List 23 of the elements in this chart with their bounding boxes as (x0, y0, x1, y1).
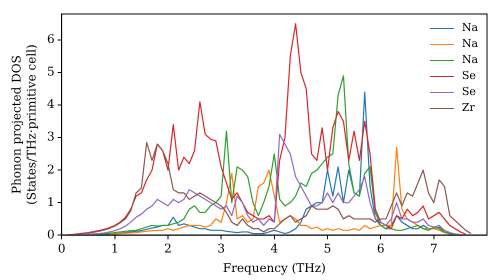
x-tick-label: 3 (217, 242, 225, 256)
legend-label: Zr (462, 100, 475, 116)
legend-label: Se (462, 84, 476, 100)
legend-label: Na (462, 52, 478, 68)
legend-label: Na (462, 36, 478, 52)
y-tick-label: 3 (46, 130, 55, 144)
x-tick-label: 1 (110, 242, 119, 256)
x-tick-label: 0 (58, 242, 66, 256)
x-tick-label: 5 (324, 242, 332, 256)
y-axis-title: Phonon projected DOS (States/THz·primitive cell) (10, 44, 39, 205)
x-tick-label: 7 (430, 242, 438, 256)
y-tick-label: 0 (46, 227, 55, 242)
x-tick-label: 6 (376, 242, 384, 256)
y-tick-label: 4 (46, 97, 55, 112)
y-tick-label: 1 (46, 194, 55, 209)
y-tick-label: 5 (46, 64, 55, 79)
y-tick-label: 2 (46, 162, 55, 176)
x-axis-title: Frequency (THz) (222, 260, 326, 275)
x-tick-label: 2 (164, 242, 172, 256)
x-tick-label: 4 (270, 242, 278, 256)
legend-label: Na (462, 20, 478, 36)
legend-label: Se (462, 68, 476, 84)
y-tick-label: 6 (46, 32, 55, 46)
